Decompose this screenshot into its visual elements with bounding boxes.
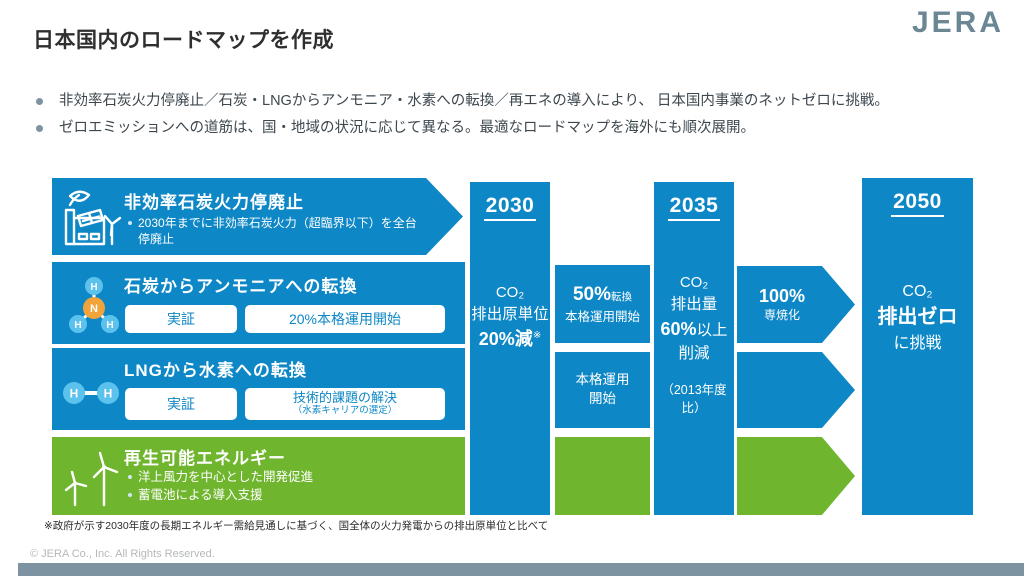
transition-ammonia-line2: 本格運用開始 bbox=[564, 309, 640, 324]
ammonia-pill-demonstration: 実証 bbox=[125, 305, 237, 333]
milestone-2035-line2: 排出量 bbox=[670, 295, 718, 313]
milestone-2030-year: 2030 bbox=[483, 194, 537, 221]
hydrogen-pill-issues: 技術的課題の解決 （水素キャリアの選定） bbox=[245, 388, 445, 420]
milestone-2030-line2: 排出原単位 bbox=[471, 305, 549, 323]
transition-hydrogen-line1: 本格運用 bbox=[575, 372, 630, 388]
copyright: © JERA Co., Inc. All Rights Reserved. bbox=[30, 548, 215, 560]
milestone-2050-line2: 排出ゼロ bbox=[877, 306, 958, 329]
arrow-ammonia-text: 100% 専焼化 bbox=[758, 286, 806, 323]
milestone-2035-note: （2013年度比） bbox=[661, 383, 727, 416]
svg-text:H: H bbox=[70, 387, 79, 401]
milestone-2050-co2: CO₂ bbox=[902, 283, 933, 300]
sub-bullet-dot-icon bbox=[128, 475, 132, 479]
intro-bullets: 非効率石炭火力停廃止／石炭・LNGからアンモニア・水素への転換／再エネの導入によ… bbox=[36, 93, 996, 148]
milestone-2030-text: CO₂ 排出原単位 20%減※ bbox=[470, 282, 550, 352]
jera-logo: JERA bbox=[911, 6, 1004, 39]
milestone-2035-text: CO₂ 排出量 60%以上 削減 （2013年度比） bbox=[654, 272, 734, 417]
hydrogen-pill-demonstration: 実証 bbox=[125, 388, 237, 420]
arrow-renewable bbox=[737, 437, 855, 515]
hydrogen-pill-issues-line1: 技術的課題の解決 bbox=[292, 390, 397, 406]
milestone-2030-bar: 2030 CO₂ 排出原単位 20%減※ bbox=[470, 182, 550, 515]
intro-bullet-2-text: ゼロエミッションへの道筋は、国・地域の状況に応じて異なる。最適なロードマップを海… bbox=[59, 120, 755, 137]
milestone-2035-line3: 60%以上 bbox=[660, 319, 728, 340]
wind-turbine-icon bbox=[60, 443, 124, 509]
ammonia-molecule-icon: H H H N bbox=[66, 274, 122, 336]
milestone-2050-bar: 2050 CO₂ 排出ゼロ に挑戦 bbox=[862, 178, 973, 515]
row-renewable-energy: 再生可能エネルギー 洋上風力を中心とした開発促進 蓄電池による導入支援 bbox=[52, 437, 465, 515]
transition-ammonia-50pct-box: 50%転換 本格運用開始 bbox=[555, 265, 650, 343]
row-coal-bullet: 2030年までに非効率石炭火力（超臨界以下）を全台停廃止 bbox=[138, 216, 417, 247]
sub-bullet-dot-icon bbox=[128, 221, 132, 225]
transition-hydrogen-box: 本格運用 開始 bbox=[555, 352, 650, 428]
bullet-dot-icon bbox=[36, 125, 43, 133]
transition-hydrogen-line2: 開始 bbox=[589, 391, 616, 406]
bottom-bar bbox=[18, 563, 1024, 576]
clean-power-plant-icon bbox=[62, 186, 122, 248]
sub-bullet-dot-icon bbox=[128, 493, 132, 497]
milestone-2050-line3: に挑戦 bbox=[893, 335, 942, 353]
row-renewable-title: 再生可能エネルギー bbox=[124, 449, 286, 468]
svg-text:H: H bbox=[106, 320, 113, 331]
milestone-2035-line4: 削減 bbox=[678, 344, 710, 362]
milestone-2030-line3: 20%減※ bbox=[478, 329, 542, 350]
arrow-ammonia-100pct: 100% 専焼化 bbox=[737, 266, 855, 343]
svg-text:H: H bbox=[74, 320, 81, 331]
bullet-dot-icon bbox=[36, 98, 43, 105]
row-hydrogen-conversion: H H LNGから水素への転換 実証 技術的課題の解決 （水素キャリアの選定） bbox=[52, 348, 465, 430]
intro-bullet-1-text: 非効率石炭火力停廃止／石炭・LNGからアンモニア・水素への転換／再エネの導入によ… bbox=[59, 93, 889, 109]
row-coal-phaseout: 非効率石炭火力停廃止 2030年までに非効率石炭火力（超臨界以下）を全台停廃止 bbox=[52, 178, 463, 255]
row-ammonia-conversion: H H H N 石炭からアンモニアへの転換 実証 20%本格運用開始 bbox=[52, 262, 465, 344]
milestone-2050-year: 2050 bbox=[891, 190, 944, 217]
milestone-2035-bar: 2035 CO₂ 排出量 60%以上 削減 （2013年度比） bbox=[654, 182, 734, 515]
row-hydrogen-title: LNGから水素への転換 bbox=[124, 361, 307, 380]
row-coal-title: 非効率石炭火力停廃止 bbox=[124, 193, 304, 212]
row-renewable-bullet2: 蓄電池による導入支援 bbox=[138, 488, 263, 502]
hydrogen-molecule-icon: H H bbox=[60, 380, 122, 406]
svg-text:H: H bbox=[90, 282, 97, 293]
arrow-hydrogen bbox=[737, 352, 855, 428]
footnote: ※政府が示す2030年度の長期エネルギー需給見通しに基づく、国全体の火力発電から… bbox=[44, 520, 549, 532]
row-renewable-bullet1: 洋上風力を中心とした開発促進 bbox=[138, 470, 314, 484]
intro-bullet-1: 非効率石炭火力停廃止／石炭・LNGからアンモニア・水素への転換／再エネの導入によ… bbox=[36, 93, 996, 110]
transition-renewable-box bbox=[555, 437, 650, 515]
row-ammonia-title: 石炭からアンモニアへの転換 bbox=[124, 277, 358, 296]
milestone-2050-text: CO₂ 排出ゼロ に挑戦 bbox=[862, 280, 973, 355]
intro-bullet-2: ゼロエミッションへの道筋は、国・地域の状況に応じて異なる。最適なロードマップを海… bbox=[36, 120, 996, 137]
ammonia-pill-operation: 20%本格運用開始 bbox=[245, 305, 445, 333]
svg-text:N: N bbox=[90, 303, 98, 315]
page-title: 日本国内のロードマップを作成 bbox=[33, 29, 334, 52]
milestone-2035-co2: CO₂ bbox=[679, 274, 709, 291]
hydrogen-pill-issues-line2: （水素キャリアの選定） bbox=[292, 405, 398, 417]
footnote-mark: ※ bbox=[532, 330, 542, 342]
milestone-2030-co2: CO₂ bbox=[495, 284, 525, 301]
milestone-2035-year: 2035 bbox=[667, 194, 721, 221]
svg-text:H: H bbox=[104, 387, 113, 401]
transition-ammonia-line1: 50%転換 bbox=[572, 283, 633, 305]
